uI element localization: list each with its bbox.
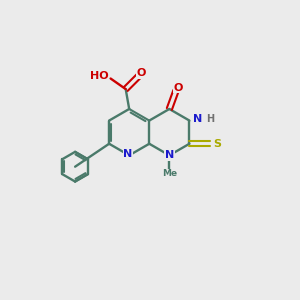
Text: S: S — [213, 139, 221, 149]
Text: O: O — [174, 83, 183, 93]
Text: N: N — [123, 149, 132, 159]
Text: O: O — [136, 68, 146, 78]
Text: Me: Me — [162, 169, 177, 178]
Text: HO: HO — [90, 70, 108, 80]
Text: N: N — [193, 114, 203, 124]
Text: N: N — [165, 150, 174, 161]
Text: H: H — [206, 114, 214, 124]
